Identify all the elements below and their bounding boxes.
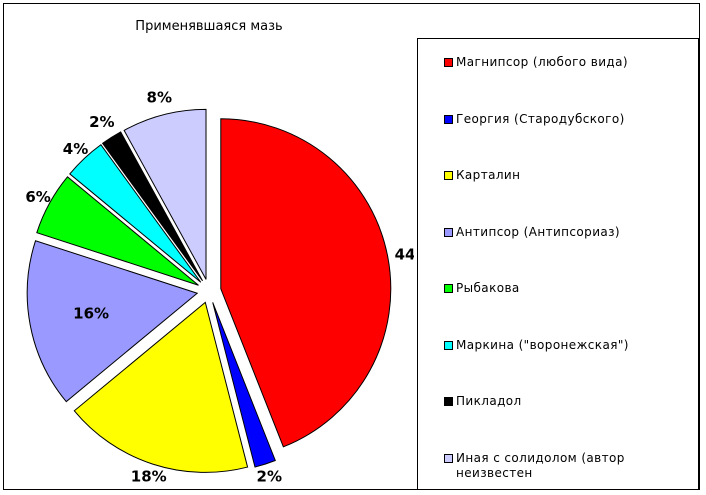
slice-percent-label: 8% [147,88,172,106]
legend-item: Карталин [444,168,696,183]
chart-title: Применявшаяся мазь [135,19,283,34]
slice-percent-label: 2% [257,467,282,485]
legend-swatch [444,58,453,67]
slice-percent-label: 16% [73,304,109,322]
slice-percent-label: 18% [131,467,167,485]
legend-label: Георгия (Стародубского) [456,111,625,126]
legend-item: Магнипсор (любого вида) [444,55,696,70]
pie-slice [123,108,207,280]
legend-swatch [444,284,453,293]
legend-label: Иная с солидолом (автор неизвестен [456,450,625,480]
legend-item: Маркина ("воронежская") [444,337,696,353]
legend-swatch [444,227,453,237]
legend-swatch [444,340,453,350]
legend-swatch [444,397,453,406]
legend-label: Магнипсор (любого вида) [456,55,628,69]
pie-slice [101,131,204,282]
slice-percent-label: 4% [63,140,88,158]
pie-slice [73,301,249,473]
legend-item: Пикладол [444,394,696,409]
pie-slice [36,176,199,286]
pie-slice [212,302,276,468]
legend-label: Антипсор (Антипсориаз) [456,224,621,239]
chart-area: Применявшаяся мазь 44%2%18%16%6%4%2%8% М… [3,3,700,490]
pie-slice [69,144,202,283]
legend-item: Рыбакова [444,281,696,296]
legend-label: Рыбакова [456,281,520,295]
slice-percent-label: 44% [395,245,414,263]
legend-swatch [444,171,453,180]
legend-swatch [444,453,453,463]
slice-percent-label: 2% [89,113,114,131]
pie-slice [26,240,199,403]
legend-item: Антипсор (Антипсориаз) [444,224,696,240]
legend-item: Иная с солидолом (автор неизвестен [444,450,696,481]
legend-swatch [444,114,453,124]
slice-percent-label: 6% [25,188,50,206]
pie-chart: 44%2%18%16%6%4%2%8% [25,88,414,485]
legend: Магнипсор (любого вида) Георгия (Стародуб… [417,38,699,490]
pie-slice [220,118,392,448]
legend-label: Карталин [456,168,521,182]
legend-label: Пикладол [456,394,522,408]
legend-label: Маркина ("воронежская") [456,337,629,352]
legend-item: Георгия (Стародубского) [444,111,696,127]
